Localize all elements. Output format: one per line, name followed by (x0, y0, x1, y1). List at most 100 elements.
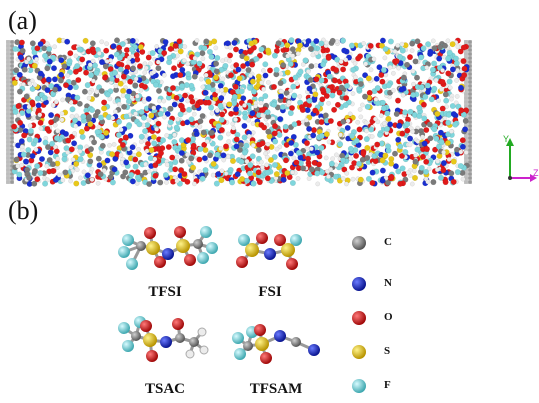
electrode-atom (10, 176, 14, 180)
atom-o (397, 180, 404, 187)
atom-o (343, 95, 350, 102)
atom-s (284, 169, 291, 176)
atom-h (138, 87, 144, 93)
atom-f (287, 110, 294, 117)
atom-n (277, 115, 284, 122)
electrode-atom (468, 160, 472, 164)
atom-o (132, 156, 139, 163)
atom-f (80, 113, 87, 120)
electrode-atom (6, 40, 10, 44)
electrode-atom (6, 156, 10, 160)
atom-o (459, 137, 466, 144)
atom-c (132, 82, 139, 89)
atom-f (445, 131, 452, 138)
atom-h (435, 158, 441, 164)
atom-h (297, 94, 303, 99)
atom-f (404, 121, 411, 128)
atom-h (424, 65, 430, 71)
atom-f (446, 49, 453, 56)
atom-n (310, 132, 317, 139)
atom-f (264, 169, 271, 176)
electrode-atom (468, 152, 472, 156)
atom-h (65, 149, 71, 155)
atom-c (442, 91, 449, 98)
atom-f (302, 57, 309, 64)
atom-h (136, 146, 141, 152)
atom-n (169, 73, 176, 80)
atom-f (340, 37, 347, 44)
atom-c (130, 65, 137, 72)
atom-f (136, 121, 143, 128)
atom-h (440, 68, 445, 73)
atom-h (164, 162, 170, 168)
atom-n (450, 110, 457, 117)
atom-o (67, 50, 74, 57)
atom-h (126, 59, 132, 65)
atom-h (250, 121, 256, 127)
atom-c (414, 74, 421, 81)
atom-c (49, 161, 56, 168)
atom-o (181, 170, 188, 177)
atom-s (265, 47, 272, 54)
atom-s (117, 80, 124, 87)
atom-h (68, 178, 74, 184)
atom-h (313, 63, 319, 68)
atom-h (219, 168, 225, 174)
atom-h (161, 98, 167, 104)
atom-h (348, 156, 354, 162)
atom-o (264, 175, 271, 182)
legend-label-n: N (384, 277, 392, 289)
atom-s (150, 133, 157, 140)
atom-o (379, 78, 386, 85)
atom-f (208, 104, 215, 111)
atom-h (347, 111, 353, 117)
atom-o (439, 105, 446, 112)
electrode-atom (464, 92, 468, 96)
atom-c (426, 121, 433, 128)
atom-s (87, 121, 94, 128)
atom-h (305, 69, 311, 74)
atom-h (219, 87, 225, 93)
atom-h (27, 123, 33, 129)
tfsi-structure (118, 226, 218, 270)
atom-o (227, 72, 234, 79)
electrode-atom (6, 152, 10, 156)
atom-h (323, 155, 329, 161)
atom-h (352, 74, 358, 80)
atom-h (338, 132, 343, 138)
atom-f (443, 97, 450, 104)
atom-h (409, 48, 415, 53)
atom-o (332, 77, 339, 84)
atom-f (381, 105, 388, 112)
atom-o (420, 153, 427, 160)
atom-h (184, 152, 190, 158)
atom-s (382, 152, 389, 159)
atom-h (338, 59, 344, 65)
atom-f (290, 83, 297, 90)
electrode-atom (6, 112, 10, 116)
atom-n (123, 68, 130, 75)
atom-s (450, 158, 457, 165)
electrode-atom (464, 52, 468, 56)
electrode-atom (468, 60, 472, 64)
atom-c (98, 87, 105, 94)
atom-c (427, 135, 434, 142)
atom-f (162, 171, 169, 178)
atom-n (241, 122, 248, 129)
atom-o (85, 48, 92, 55)
atom-c (384, 179, 391, 186)
atom-o (152, 162, 159, 169)
atom-n (193, 130, 200, 137)
atom-o (232, 46, 239, 53)
atom-h (344, 170, 350, 176)
atom-n (44, 87, 51, 94)
atom-o (123, 47, 130, 54)
atom-h (68, 164, 74, 170)
atom-f (119, 41, 126, 48)
atom-f (397, 143, 404, 150)
atom-h (126, 55, 132, 61)
atom-h (59, 111, 65, 117)
electrode-atom (6, 108, 10, 112)
atom-n (110, 43, 117, 50)
atom-n (178, 149, 185, 156)
